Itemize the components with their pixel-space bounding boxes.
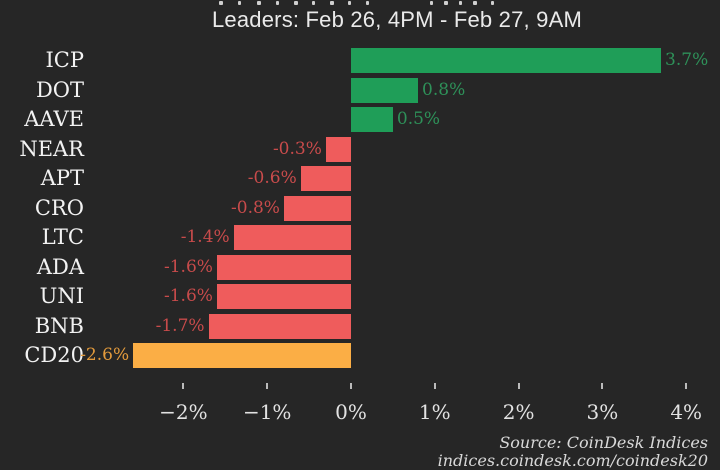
axis-tick <box>685 383 688 389</box>
value-label: -2.6% <box>80 345 130 365</box>
category-label: APT <box>40 166 84 190</box>
category-label: ADA <box>36 254 84 279</box>
source-attribution: Source: CoinDesk Indices <box>499 433 708 452</box>
category-label: NEAR <box>19 136 84 161</box>
chart-title: Leaders: Feb 26, 4PM - Feb 27, 9AM <box>212 7 582 32</box>
axis-tick <box>350 383 352 389</box>
axis-tick-label: 2% <box>502 400 535 424</box>
axis-tick <box>517 383 520 389</box>
value-label: -0.8% <box>231 197 280 218</box>
bar <box>216 284 351 309</box>
axis-tick <box>601 383 604 389</box>
category-label: CD20 <box>24 343 84 367</box>
category-label: CRO <box>34 195 84 220</box>
category-label: LTC <box>41 225 84 249</box>
category-label: ICP <box>45 48 85 72</box>
category-label: BNB <box>34 313 84 338</box>
category-label: AAVE <box>24 107 84 131</box>
bar <box>233 225 351 250</box>
axis-tick-label: −2% <box>159 400 208 424</box>
bar <box>351 77 419 103</box>
value-label: 3.7% <box>665 50 709 70</box>
value-label: 0.5% <box>396 109 441 129</box>
bar <box>208 313 351 339</box>
axis-tick <box>182 383 185 389</box>
clipped-title-fragment <box>0 0 720 6</box>
bar <box>133 343 351 368</box>
axis-tick-label: 4% <box>670 400 703 424</box>
bar <box>351 48 662 73</box>
source-url: indices.coindesk.com/coindesk20 <box>437 451 708 470</box>
value-label: -1.6% <box>163 256 213 277</box>
axis-tick <box>433 383 436 389</box>
axis-tick-label: 0% <box>335 400 367 424</box>
value-label: -1.7% <box>155 315 205 336</box>
value-label: -0.3% <box>272 138 322 159</box>
axis-tick <box>266 383 269 389</box>
value-label: -1.6% <box>163 286 213 306</box>
bar <box>325 136 351 162</box>
category-label: UNI <box>39 284 84 308</box>
axis-tick-label: 3% <box>586 400 619 424</box>
value-label: -1.4% <box>180 227 230 247</box>
bar <box>283 195 351 221</box>
bar <box>300 166 351 191</box>
bar <box>351 107 393 132</box>
category-label: DOT <box>35 77 84 102</box>
value-label: -0.6% <box>247 168 297 188</box>
bar <box>216 254 351 280</box>
value-label: 0.8% <box>422 79 466 100</box>
axis-tick-label: −1% <box>242 400 292 424</box>
axis-tick-label: 1% <box>418 400 451 424</box>
